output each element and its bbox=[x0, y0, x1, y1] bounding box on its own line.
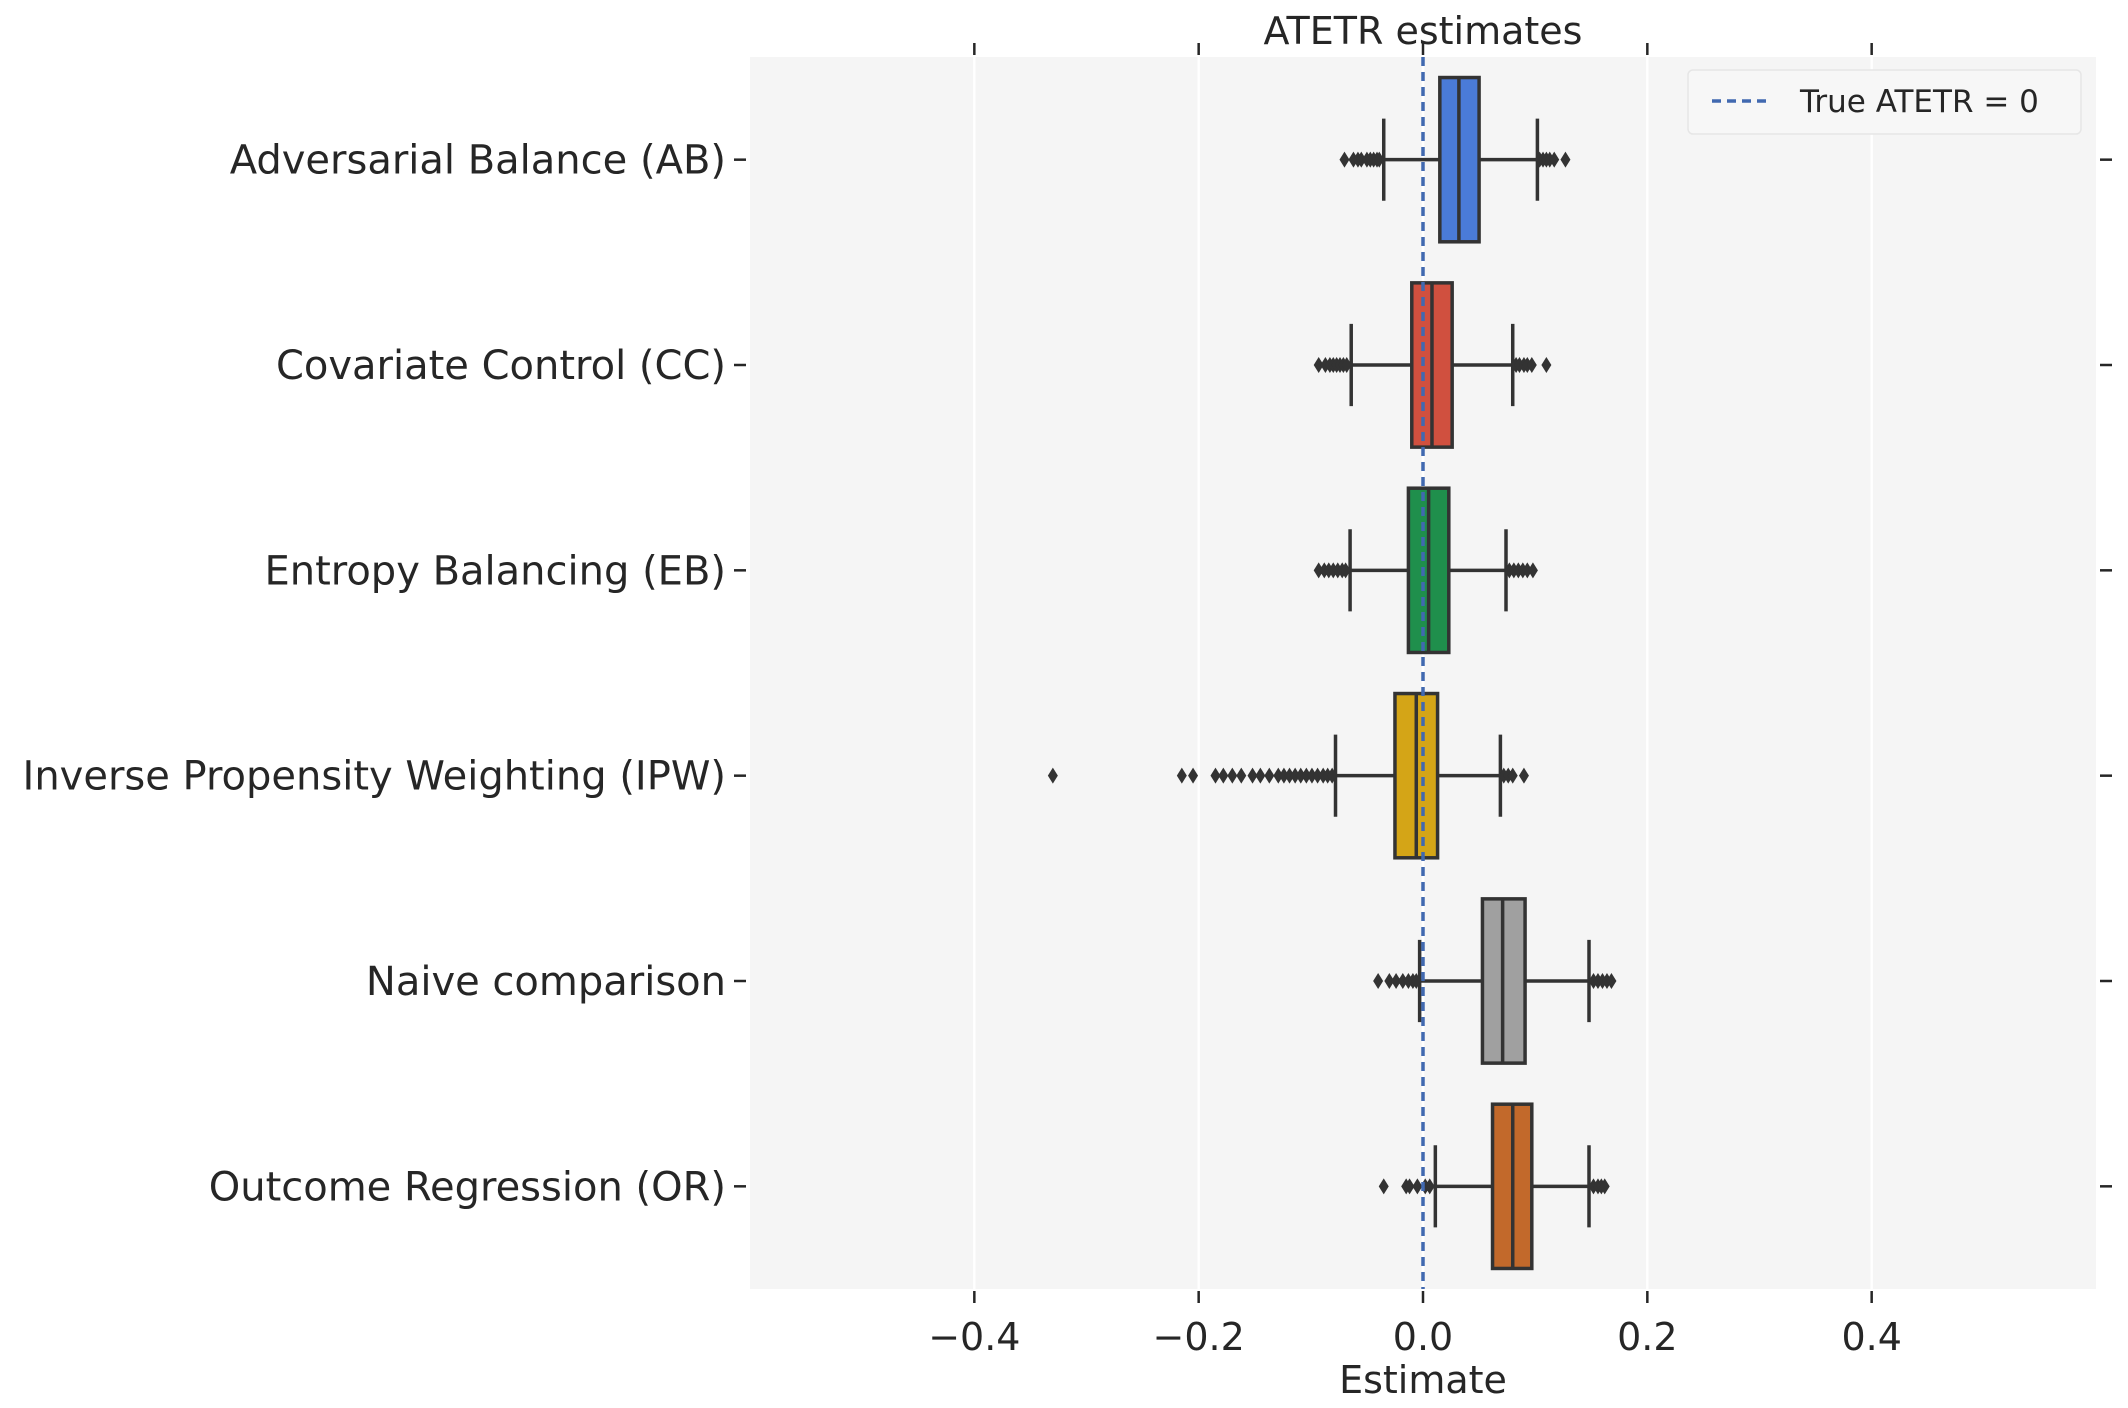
legend-entry-label: True ATETR = 0 bbox=[1799, 84, 2039, 120]
x-axis-label: Estimate bbox=[1339, 1358, 1507, 1402]
y-category-label: Entropy Balancing (EB) bbox=[264, 548, 726, 594]
outlier-point bbox=[1526, 357, 1537, 373]
x-tick-label: −0.2 bbox=[1153, 1315, 1245, 1359]
outlier-point bbox=[1273, 767, 1284, 784]
outlier-point bbox=[1522, 562, 1533, 579]
x-tick-label: 0.4 bbox=[1841, 1315, 1901, 1359]
outlier-point bbox=[1295, 767, 1306, 784]
legend: True ATETR = 0 bbox=[1687, 69, 2082, 135]
x-tick-label: −0.4 bbox=[928, 1315, 1020, 1359]
outlier-point bbox=[1236, 767, 1247, 784]
outlier-point bbox=[1560, 151, 1571, 168]
outlier-point bbox=[1290, 767, 1301, 784]
outlier-point bbox=[1384, 973, 1395, 989]
x-tick-label: 0.2 bbox=[1617, 1315, 1677, 1359]
outlier-point bbox=[1518, 767, 1529, 784]
outlier-point bbox=[1313, 357, 1324, 373]
chart-title: ATETR estimates bbox=[1264, 9, 1583, 53]
outlier-point bbox=[1284, 767, 1295, 784]
outlier-point bbox=[1176, 767, 1187, 784]
outlier-point bbox=[1341, 357, 1352, 373]
outlier-point bbox=[1306, 767, 1317, 784]
box-series bbox=[1047, 75, 1617, 1271]
y-axis-ticks: Adversarial Balance (AB) Covariate Contro… bbox=[23, 138, 2112, 1210]
outlier-point bbox=[1412, 1178, 1423, 1195]
outlier-point bbox=[1599, 1178, 1610, 1195]
outlier-point bbox=[1340, 562, 1351, 579]
box-group bbox=[1339, 75, 1571, 244]
y-category-label: Adversarial Balance (AB) bbox=[230, 138, 726, 184]
outlier-point bbox=[1378, 1178, 1389, 1195]
box-group bbox=[1313, 281, 1552, 449]
outlier-point bbox=[1339, 151, 1350, 168]
x-axis-ticks: −0.4 −0.2 0.0 0.2 0.4 bbox=[928, 43, 1902, 1359]
y-category-label: Inverse Propensity Weighting (IPW) bbox=[23, 754, 726, 800]
outlier-point bbox=[1218, 767, 1229, 784]
outlier-point bbox=[1424, 1178, 1435, 1195]
outlier-point bbox=[1047, 767, 1058, 784]
outlier-point bbox=[1507, 767, 1518, 784]
outlier-point bbox=[1356, 151, 1367, 168]
outlier-point bbox=[1549, 151, 1560, 168]
box-group bbox=[1378, 1102, 1610, 1271]
box-group bbox=[1373, 897, 1617, 1065]
outlier-point bbox=[1411, 973, 1422, 989]
outlier-point bbox=[1527, 562, 1538, 579]
outlier-point bbox=[1264, 767, 1275, 784]
outlier-point bbox=[1301, 767, 1312, 784]
outlier-point bbox=[1313, 562, 1324, 579]
box-group bbox=[1047, 691, 1529, 860]
outlier-point bbox=[1397, 973, 1408, 989]
outlier-point bbox=[1327, 767, 1338, 784]
outlier-point bbox=[1541, 357, 1552, 373]
outlier-point bbox=[1404, 1178, 1415, 1195]
outlier-point bbox=[1227, 767, 1238, 784]
outlier-point bbox=[1188, 767, 1199, 784]
outlier-point bbox=[1247, 767, 1258, 784]
x-tick-label: 0.0 bbox=[1393, 1315, 1453, 1359]
outlier-point bbox=[1373, 973, 1384, 989]
box-group bbox=[1313, 486, 1538, 655]
outlier-point bbox=[1210, 767, 1221, 784]
outlier-point bbox=[1391, 973, 1402, 989]
outlier-point bbox=[1312, 767, 1323, 784]
outlier-point bbox=[1606, 973, 1617, 989]
outlier-point bbox=[1255, 767, 1266, 784]
outlier-point bbox=[1278, 767, 1289, 784]
legend-box bbox=[1687, 69, 2082, 135]
outlier-point bbox=[1374, 151, 1385, 168]
y-category-label: Naive comparison bbox=[366, 959, 726, 1005]
y-category-label: Covariate Control (CC) bbox=[276, 343, 726, 389]
y-category-label: Outcome Regression (OR) bbox=[209, 1164, 726, 1210]
